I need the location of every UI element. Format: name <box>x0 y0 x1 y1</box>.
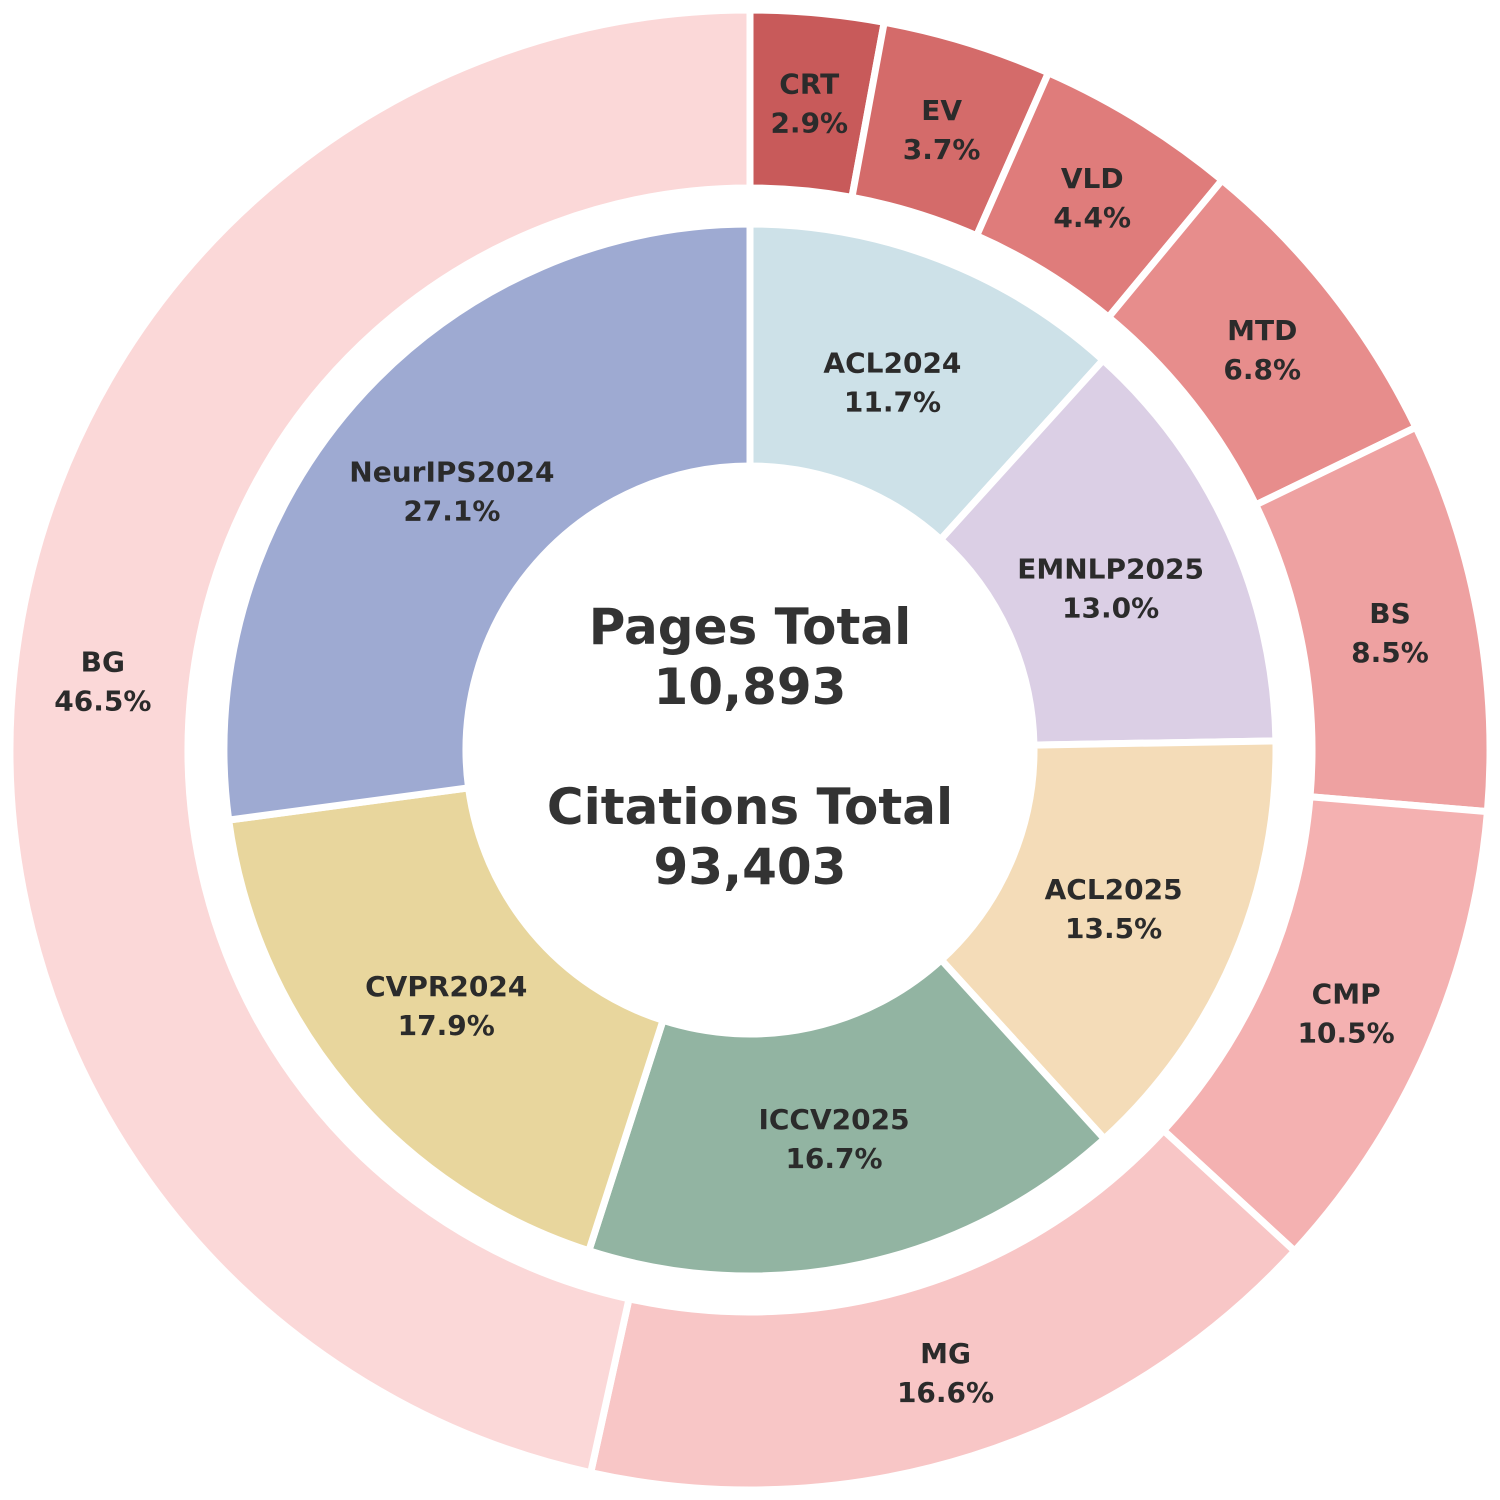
segment-labels: CRT 2.9% EV 3.7% VLD 4.4% MTD 6.8% BS 8.5% CMP 10.5… <box>54 68 1429 1409</box>
outer-label-vld: VLD 4.4% <box>1053 162 1131 234</box>
inner-label-acl2024: ACL2024 11.7% <box>823 347 961 419</box>
inner-label-acl2025: ACL2025 13.5% <box>1045 873 1183 945</box>
outer-label-crt: CRT 2.9% <box>770 68 848 140</box>
inner-ring <box>220 220 1280 1280</box>
inner-label-neurips2024: NeurIPS2024 27.1% <box>349 455 554 527</box>
inner-slice-acl2025 <box>936 737 1280 1144</box>
inner-slice-neurips2024 <box>220 220 754 825</box>
pages-total-value: 10,893 <box>654 658 847 716</box>
outer-ring <box>6 6 1494 1494</box>
inner-slice-iccv2025 <box>584 954 1110 1280</box>
inner-label-emnlp2025: EMNLP2025 13.0% <box>1017 552 1204 624</box>
citations-total-label: Citations Total <box>547 778 953 836</box>
citations-total-value: 93,403 <box>654 838 847 896</box>
outer-label-mg: MG 16.6% <box>897 1337 994 1409</box>
pages-total-label: Pages Total <box>589 598 912 656</box>
outer-slice-mg <box>586 1125 1300 1494</box>
inner-label-iccv2025: ICCV2025 16.7% <box>758 1103 909 1175</box>
outer-label-bs: BS 8.5% <box>1351 597 1429 669</box>
center-summary: Pages Total 10,893 Citations Total 93,40… <box>547 598 953 896</box>
outer-label-cmp: CMP 10.5% <box>1298 978 1395 1050</box>
outer-label-mtd: MTD 6.8% <box>1223 314 1301 386</box>
inner-label-cvpr2024: CVPR2024 17.9% <box>365 970 527 1042</box>
outer-label-ev: EV 3.7% <box>903 94 981 166</box>
outer-slice-bg <box>6 6 754 1477</box>
inner-slice-acl2024 <box>746 220 1109 545</box>
inner-slice-emnlp2025 <box>935 355 1280 749</box>
outer-label-bg: BG 46.5% <box>54 646 151 718</box>
inner-slice-cvpr2024 <box>224 783 668 1256</box>
